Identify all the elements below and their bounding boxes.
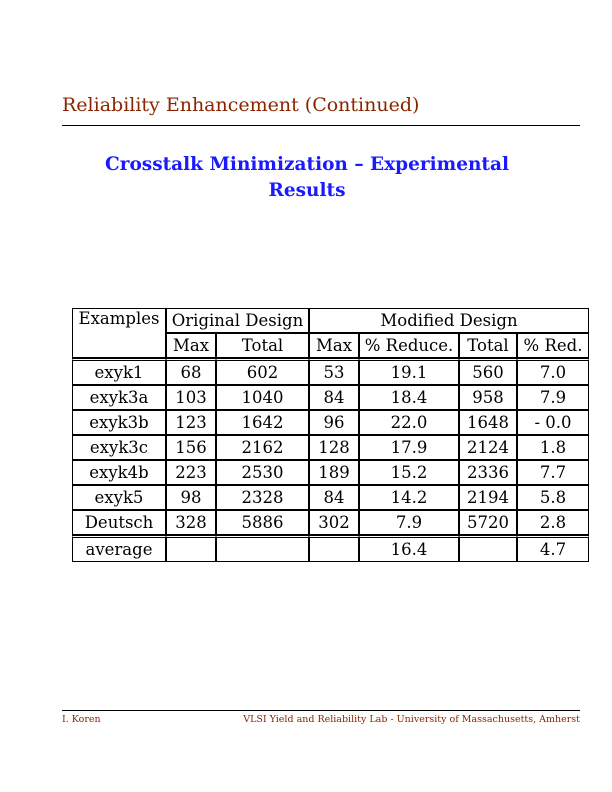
cell-mod-total: 958	[459, 385, 517, 410]
cell-empty	[309, 535, 359, 562]
cell-pct-red: - 0.0	[517, 410, 589, 435]
subtitle-line-1: Crosstalk Minimization – Experimental	[104, 154, 509, 175]
cell-example: exyk5	[72, 485, 166, 510]
cell-empty	[166, 535, 216, 562]
header-modified-max: Max	[309, 333, 359, 358]
cell-pct-reduce: 15.2	[359, 460, 459, 485]
table-row: exyk3a 103 1040 84 18.4 958 7.9	[72, 385, 589, 410]
table-header-row-1: Examples Original Design Modified Design	[72, 308, 589, 358]
cell-average-pct-red: 4.7	[517, 535, 589, 562]
table-row: Deutsch 328 5886 302 7.9 5720 2.8	[72, 510, 589, 535]
table-header-row-2: Max Total Max % Reduce. Total % Red.	[72, 333, 589, 358]
cell-pct-red: 7.0	[517, 358, 589, 385]
cell-mod-max: 96	[309, 410, 359, 435]
cell-mod-max: 53	[309, 358, 359, 385]
footer-divider	[62, 710, 580, 711]
cell-example: exyk4b	[72, 460, 166, 485]
header-original-design: Original Design	[166, 308, 309, 333]
cell-example: Deutsch	[72, 510, 166, 535]
table-row: exyk3b 123 1642 96 22.0 1648 - 0.0	[72, 410, 589, 435]
cell-pct-reduce: 22.0	[359, 410, 459, 435]
cell-example: exyk3c	[72, 435, 166, 460]
table-row-average: average 16.4 4.7	[72, 535, 589, 562]
section-title: Reliability Enhancement (Continued)	[62, 94, 420, 116]
header-pct-red: % Red.	[517, 333, 589, 358]
header-pct-reduce: % Reduce.	[359, 333, 459, 358]
cell-pct-red: 1.8	[517, 435, 589, 460]
table-row: exyk3c 156 2162 128 17.9 2124 1.8	[72, 435, 589, 460]
cell-orig-max: 328	[166, 510, 216, 535]
footer-lab: VLSI Yield and Reliability Lab - Univers…	[243, 714, 580, 725]
cell-mod-total: 5720	[459, 510, 517, 535]
cell-orig-max: 68	[166, 358, 216, 385]
header-modified-design: Modified Design	[309, 308, 589, 333]
cell-pct-reduce: 7.9	[359, 510, 459, 535]
cell-pct-reduce: 19.1	[359, 358, 459, 385]
cell-empty	[216, 535, 309, 562]
cell-orig-total: 2328	[216, 485, 309, 510]
cell-example: exyk1	[72, 358, 166, 385]
cell-average-pct-reduce: 16.4	[359, 535, 459, 562]
cell-mod-total: 2194	[459, 485, 517, 510]
cell-pct-reduce: 18.4	[359, 385, 459, 410]
cell-mod-total: 2124	[459, 435, 517, 460]
cell-orig-max: 98	[166, 485, 216, 510]
cell-mod-total: 560	[459, 358, 517, 385]
subtitle-line-2: Results	[268, 180, 346, 201]
cell-pct-red: 7.7	[517, 460, 589, 485]
header-modified-total: Total	[459, 333, 517, 358]
cell-empty	[459, 535, 517, 562]
cell-example: exyk3b	[72, 410, 166, 435]
cell-orig-max: 123	[166, 410, 216, 435]
cell-orig-total: 1040	[216, 385, 309, 410]
cell-mod-max: 189	[309, 460, 359, 485]
cell-average-label: average	[72, 535, 166, 562]
results-table: Examples Original Design Modified Design…	[72, 308, 589, 562]
cell-mod-max: 302	[309, 510, 359, 535]
cell-mod-total: 2336	[459, 460, 517, 485]
cell-example: exyk3a	[72, 385, 166, 410]
cell-orig-max: 103	[166, 385, 216, 410]
slide-subtitle: Crosstalk Minimization – Experimental Re…	[62, 152, 552, 204]
cell-orig-total: 602	[216, 358, 309, 385]
cell-orig-max: 156	[166, 435, 216, 460]
table-row: exyk5 98 2328 84 14.2 2194 5.8	[72, 485, 589, 510]
cell-pct-red: 7.9	[517, 385, 589, 410]
cell-orig-total: 5886	[216, 510, 309, 535]
cell-pct-red: 5.8	[517, 485, 589, 510]
cell-mod-max: 84	[309, 485, 359, 510]
header-original-max: Max	[166, 333, 216, 358]
header-original-total: Total	[216, 333, 309, 358]
cell-orig-total: 2530	[216, 460, 309, 485]
cell-pct-reduce: 17.9	[359, 435, 459, 460]
cell-mod-total: 1648	[459, 410, 517, 435]
cell-pct-reduce: 14.2	[359, 485, 459, 510]
footer-author: I. Koren	[62, 714, 101, 725]
header-examples: Examples	[72, 308, 166, 358]
table-row: exyk1 68 602 53 19.1 560 7.0	[72, 358, 589, 385]
cell-mod-max: 128	[309, 435, 359, 460]
cell-mod-max: 84	[309, 385, 359, 410]
cell-orig-max: 223	[166, 460, 216, 485]
table-row: exyk4b 223 2530 189 15.2 2336 7.7	[72, 460, 589, 485]
cell-orig-total: 1642	[216, 410, 309, 435]
cell-pct-red: 2.8	[517, 510, 589, 535]
header-divider	[62, 125, 580, 126]
cell-orig-total: 2162	[216, 435, 309, 460]
